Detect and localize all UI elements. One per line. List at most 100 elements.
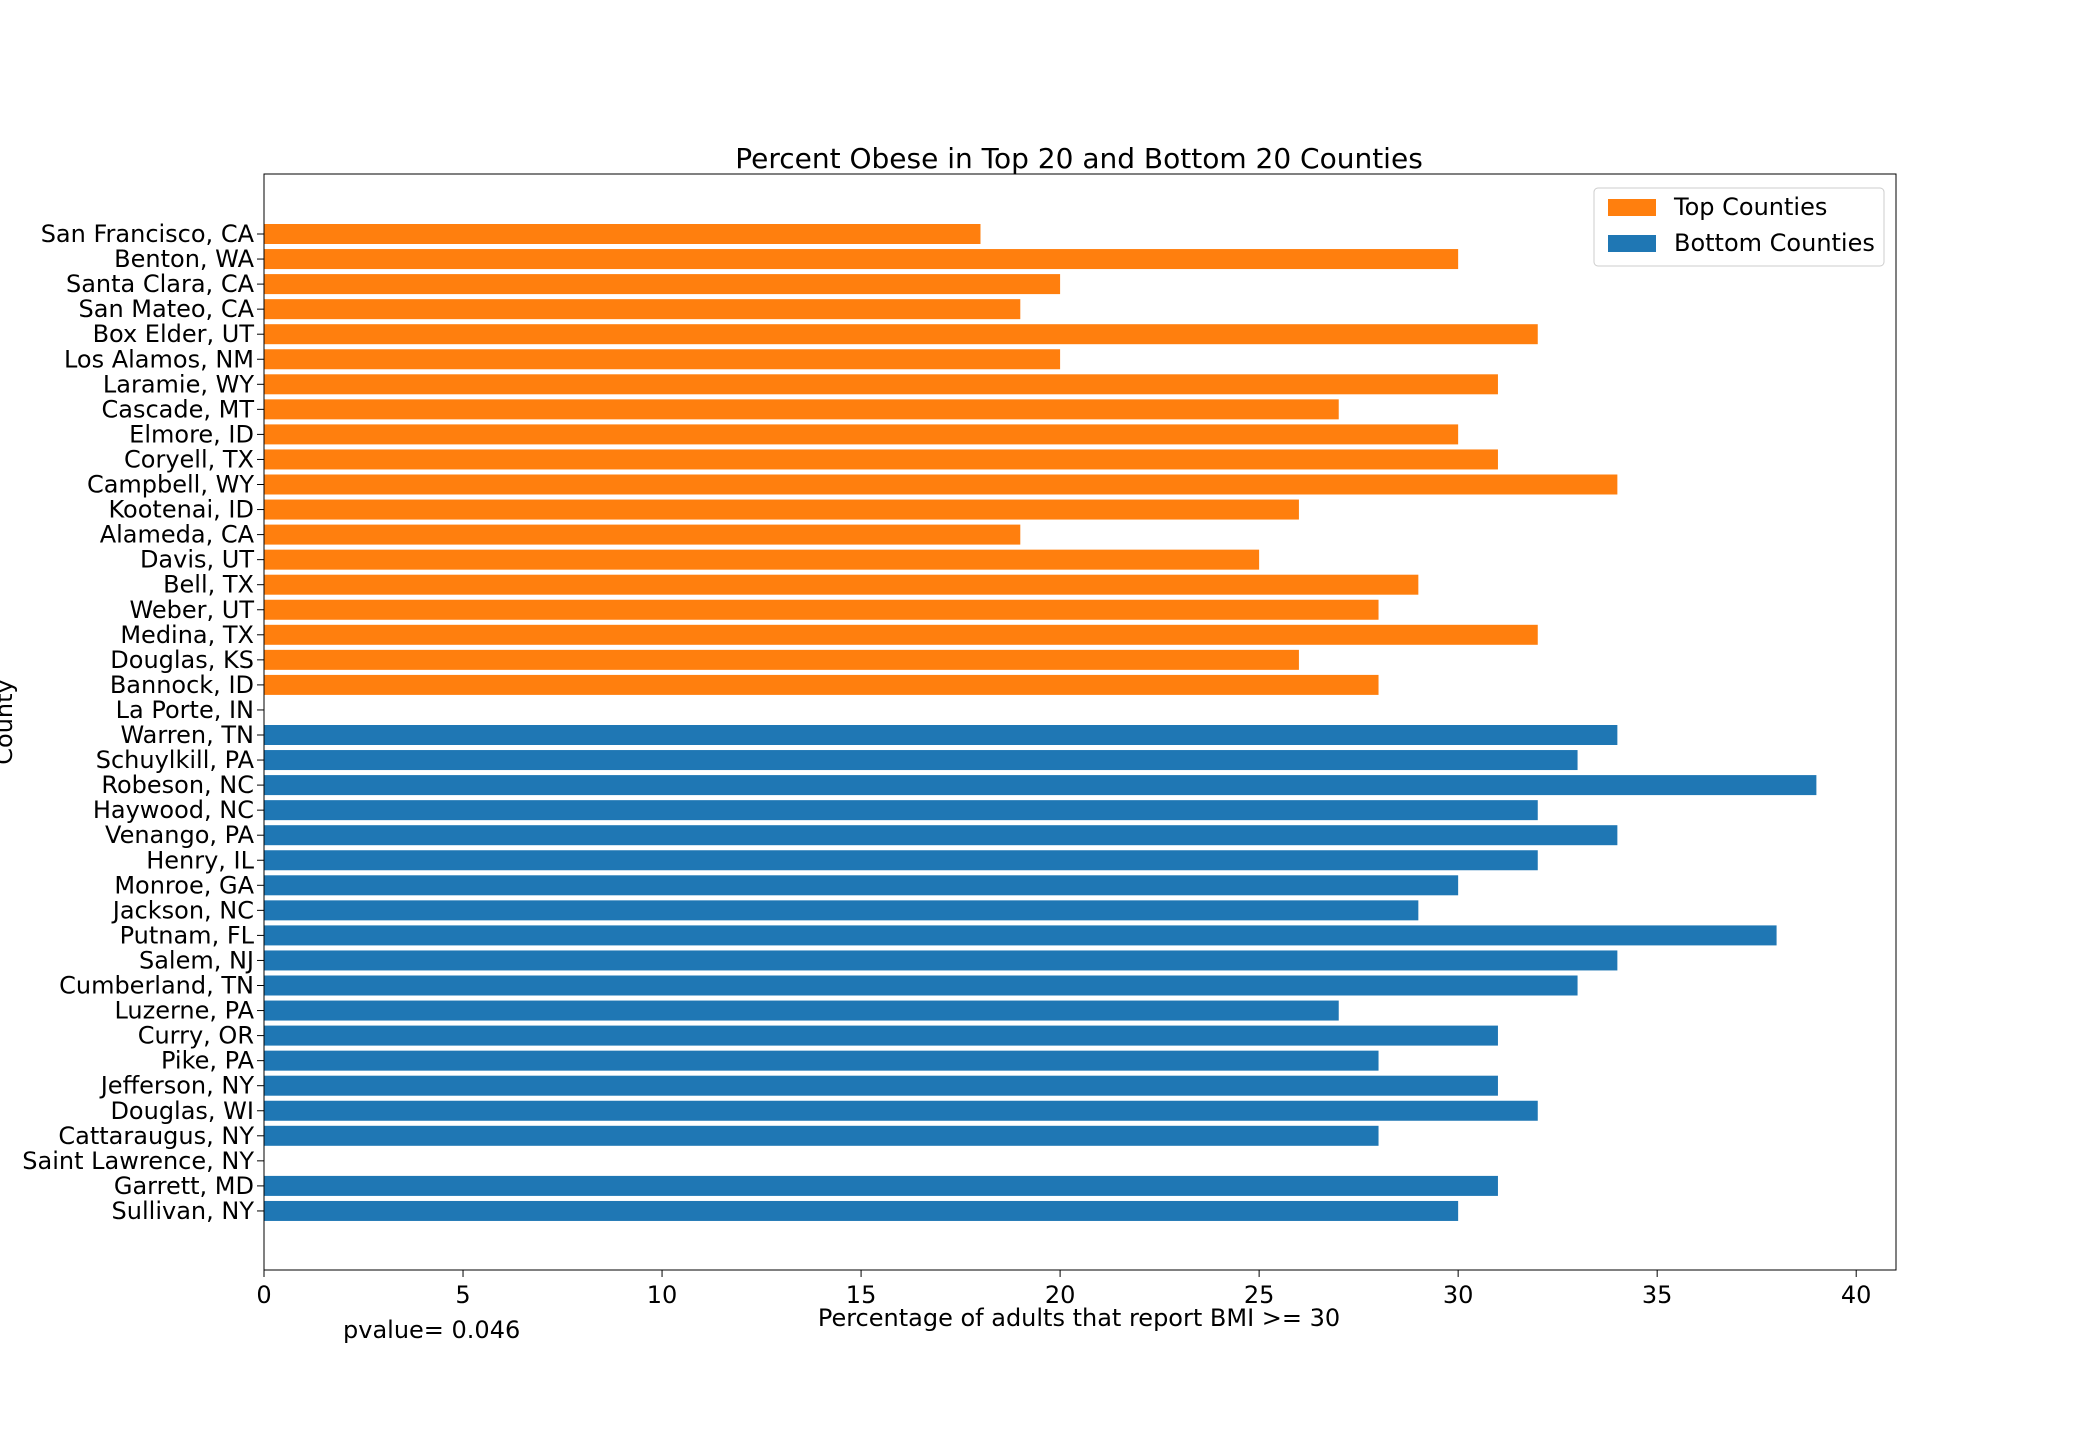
y-tick-label: Saint Lawrence, NY	[22, 1147, 254, 1175]
bar-1-12	[264, 1025, 1498, 1046]
legend: Top Counties Bottom Counties	[1593, 187, 1885, 267]
bar-0-13	[264, 549, 1260, 570]
x-tick-label: 0	[256, 1281, 271, 1309]
y-tick-label: Robeson, NC	[101, 771, 254, 799]
bar-1-13	[264, 1050, 1379, 1071]
bar-0-10	[264, 474, 1618, 495]
y-tick-label: Cattaraugus, NY	[58, 1122, 254, 1150]
bar-0-12	[264, 524, 1021, 545]
y-tick-label: Bell, TX	[163, 571, 254, 599]
bar-0-14	[264, 574, 1419, 595]
x-tick-label: 40	[1841, 1281, 1872, 1309]
bar-0-5	[264, 349, 1061, 370]
y-tick-label: Cascade, MT	[102, 395, 255, 423]
bar-1-6	[264, 875, 1459, 896]
y-tick-label: Bannock, ID	[110, 671, 254, 699]
legend-swatch-top-counties	[1608, 199, 1656, 216]
bar-0-17	[264, 649, 1299, 670]
bar-1-14	[264, 1075, 1498, 1096]
y-tick-label: Monroe, GA	[114, 871, 254, 899]
bar-0-7	[264, 399, 1339, 420]
x-tick-label: 35	[1642, 1281, 1673, 1309]
bar-0-11	[264, 499, 1299, 520]
bar-0-18	[264, 674, 1379, 695]
bar-1-15	[264, 1100, 1538, 1121]
bar-1-11	[264, 1000, 1339, 1021]
y-tick-label: Los Alamos, NM	[64, 345, 254, 373]
pvalue-annotation: pvalue= 0.046	[343, 1316, 521, 1344]
x-tick-label: 20	[1045, 1281, 1076, 1309]
y-tick-label: Jefferson, NY	[99, 1072, 255, 1100]
bar-0-9	[264, 449, 1498, 470]
bar-1-3	[264, 800, 1538, 821]
x-tick-label: 30	[1443, 1281, 1474, 1309]
x-tick-label: 10	[647, 1281, 678, 1309]
legend-frame	[1593, 187, 1885, 267]
y-tick-label: Pike, PA	[161, 1047, 255, 1075]
bar-1-4	[264, 825, 1618, 846]
y-tick-label: Elmore, ID	[129, 420, 254, 448]
bar-1-8	[264, 925, 1777, 946]
bar-0-2	[264, 274, 1061, 295]
y-tick-label: Box Elder, UT	[93, 320, 255, 348]
y-tick-label: Laramie, WY	[103, 370, 254, 398]
bar-1-9	[264, 950, 1618, 971]
y-tick-label: Henry, IL	[146, 846, 254, 874]
y-tick-label: Jackson, NC	[111, 896, 254, 924]
y-tick-label: Warren, TN	[120, 721, 254, 749]
y-tick-label: San Francisco, CA	[41, 220, 255, 248]
y-tick-label: La Porte, IN	[116, 696, 254, 724]
bar-0-15	[264, 599, 1379, 620]
y-tick-label: Curry, OR	[138, 1022, 254, 1050]
y-tick-label: Medina, TX	[120, 621, 254, 649]
y-tick-label: Alameda, CA	[100, 521, 255, 549]
y-tick-label: Luzerne, PA	[114, 997, 254, 1025]
x-axis-label: Percentage of adults that report BMI >= …	[818, 1304, 1340, 1332]
bar-0-0	[264, 224, 981, 244]
x-axis-ticks: 0 5 10 15 20 25 30 35 40	[256, 1270, 1871, 1309]
legend-label-bottom-counties: Bottom Counties	[1674, 229, 1875, 257]
bar-1-1	[264, 750, 1578, 771]
bar-0-1	[264, 249, 1459, 270]
plot-frame	[263, 173, 1897, 1271]
y-tick-label: Putnam, FL	[120, 921, 255, 949]
x-tick-label: 15	[846, 1281, 877, 1309]
y-tick-label: Cumberland, TN	[59, 972, 254, 1000]
x-tick-label: 5	[455, 1281, 470, 1309]
y-tick-label: Haywood, NC	[93, 796, 254, 824]
legend-label-top-counties: Top Counties	[1673, 193, 1827, 221]
y-tick-label: Benton, WA	[114, 245, 254, 273]
bar-0-3	[264, 299, 1021, 320]
y-tick-label: Schuylkill, PA	[96, 746, 255, 774]
y-tick-label: Coryell, TX	[124, 445, 254, 473]
bar-1-16	[264, 1125, 1379, 1146]
bar-1-19	[264, 1200, 1459, 1221]
y-tick-label: Kootenai, ID	[109, 496, 255, 524]
bar-0-6	[264, 374, 1498, 395]
y-tick-label: Sullivan, NY	[112, 1197, 255, 1225]
bar-1-5	[264, 850, 1538, 871]
bar-0-16	[264, 624, 1538, 645]
bar-1-10	[264, 975, 1578, 996]
y-tick-label: Douglas, KS	[110, 646, 254, 674]
y-tick-label: Weber, UT	[130, 596, 255, 624]
y-tick-label: Campbell, WY	[87, 471, 254, 499]
y-tick-label: Venango, PA	[105, 821, 255, 849]
y-tick-label: Santa Clara, CA	[66, 270, 255, 298]
y-tick-label: San Mateo, CA	[79, 295, 255, 323]
bar-0-8	[264, 424, 1459, 445]
y-tick-label: Garrett, MD	[114, 1172, 254, 1200]
x-tick-label: 25	[1244, 1281, 1275, 1309]
y-tick-label: Davis, UT	[140, 546, 254, 574]
bar-1-0	[264, 725, 1618, 745]
bar-1-18	[264, 1175, 1498, 1196]
y-axis-label: County	[0, 679, 18, 764]
chart-title: Percent Obese in Top 20 and Bottom 20 Co…	[735, 142, 1423, 175]
legend-swatch-bottom-counties	[1608, 235, 1656, 252]
bar-0-4	[264, 324, 1538, 345]
bar-1-2	[264, 775, 1817, 796]
y-tick-label: Douglas, WI	[110, 1097, 254, 1125]
bar-1-7	[264, 900, 1419, 921]
